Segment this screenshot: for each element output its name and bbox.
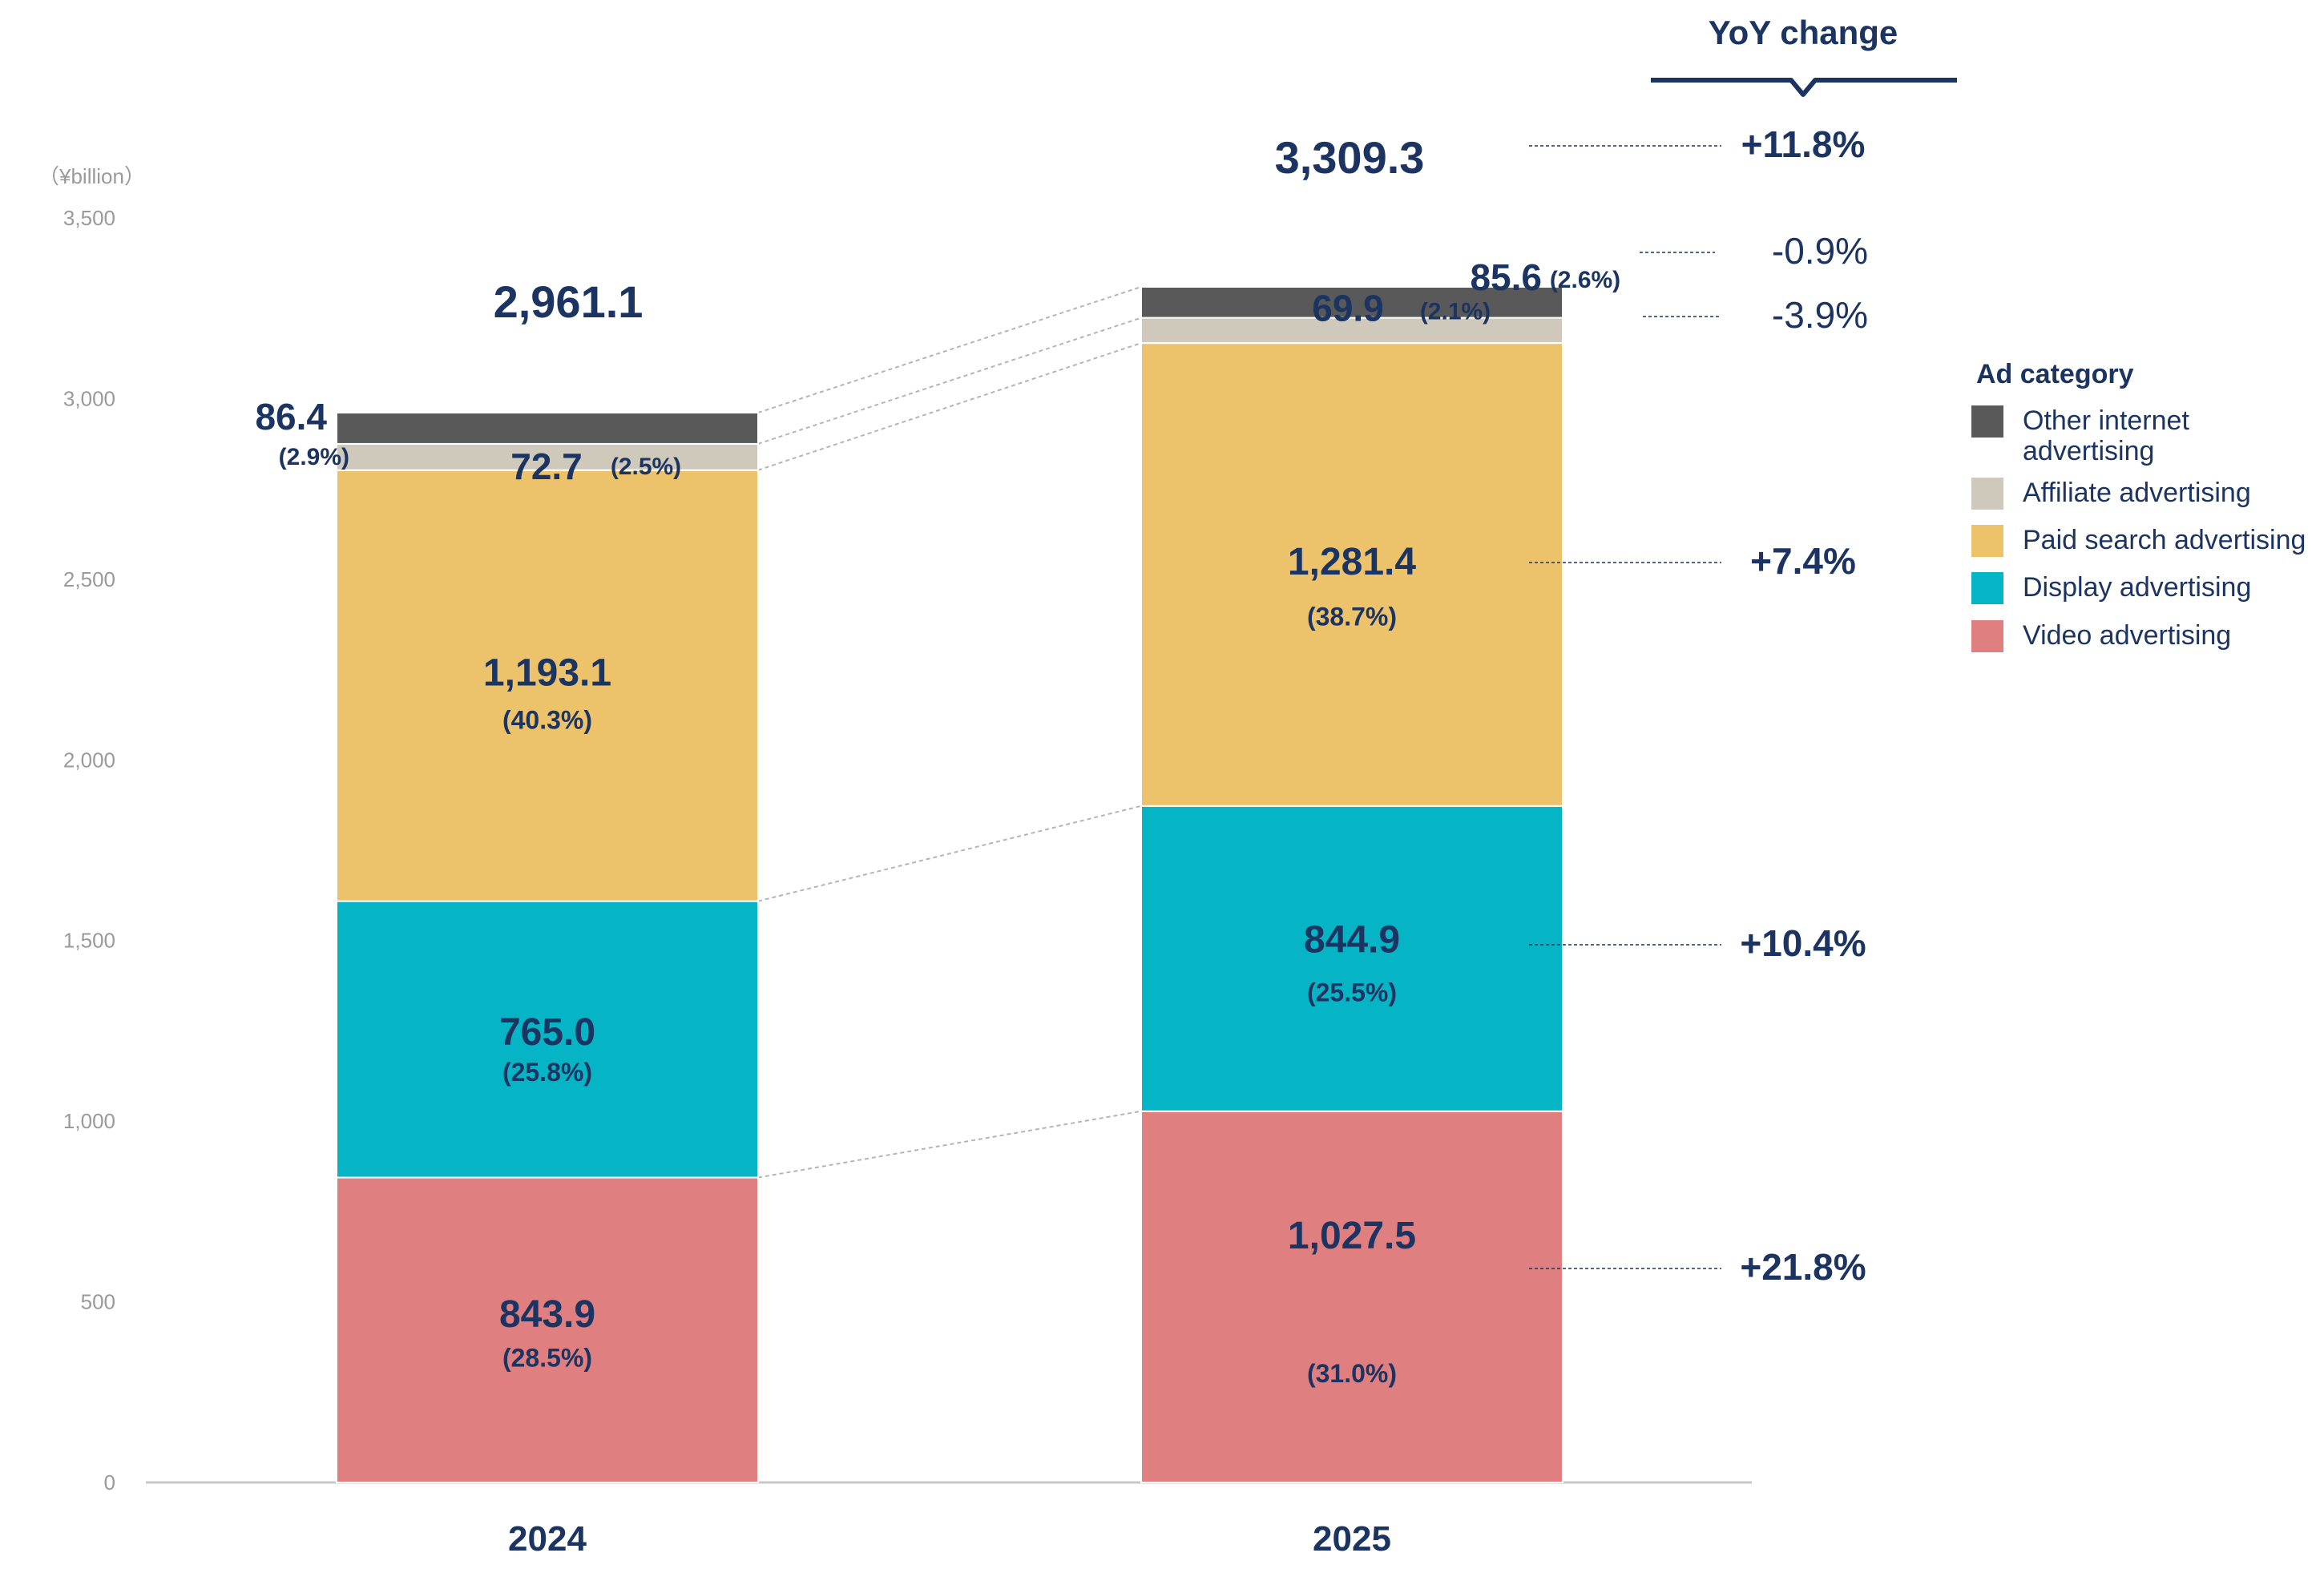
segment-share-label: (31.0%)	[1307, 1359, 1397, 1388]
segment-share-label: (40.3%)	[502, 705, 592, 734]
yoy-header-bracket	[1651, 78, 1957, 97]
legend-swatch	[1971, 525, 2003, 557]
bar-segment	[336, 1176, 759, 1483]
yoy-value: +21.8%	[1740, 1246, 1866, 1288]
yoy-value: +7.4%	[1750, 540, 1856, 582]
segment-value-label: 765.0	[499, 1011, 595, 1054]
legend-label: Display advertising	[2023, 572, 2251, 603]
segment-value-label: 844.9	[1304, 919, 1400, 962]
y-tick-label: 2,500	[63, 567, 115, 591]
yoy-value: -3.9%	[1772, 294, 1868, 336]
bar-segment	[336, 442, 759, 471]
yoy-column: YoY change +11.8% -0.9% -3.9% +7.4% +10.4% +2…	[1529, 14, 1957, 1288]
connector-line	[757, 805, 1142, 902]
y-tick-label: 1,000	[63, 1109, 115, 1133]
connector-line	[757, 342, 1142, 471]
connector-line	[757, 286, 1142, 413]
segment-share-label: (2.5%)	[611, 454, 681, 480]
legend-title: Ad category	[1976, 359, 2134, 389]
segment-share-label: (25.5%)	[1307, 978, 1397, 1007]
legend-label: advertising	[2023, 436, 2154, 466]
bar-segment	[336, 900, 759, 1179]
bar-segment	[336, 411, 759, 445]
legend-label: Other internet	[2023, 405, 2189, 436]
segment-value-label: 85.6	[1470, 256, 1542, 298]
connector-lines	[757, 286, 1142, 1179]
yoy-header: YoY change	[1709, 14, 1898, 51]
y-tick-label: 3,000	[63, 386, 115, 410]
segment-share-label: (38.7%)	[1307, 603, 1397, 631]
legend-swatch	[1971, 620, 2003, 652]
y-tick-label: 2,000	[63, 748, 115, 772]
bar-segment	[336, 469, 759, 902]
segment-share-label: (28.5%)	[502, 1343, 592, 1372]
legend-label: Video advertising	[2023, 620, 2231, 651]
segment-value-label: 72.7	[510, 446, 583, 487]
x-tick-label: 2025	[1313, 1519, 1391, 1559]
bar-segment	[1140, 285, 1563, 319]
y-tick-label: 0	[104, 1470, 115, 1494]
y-axis: 0 500 1,000 1,500 2,000 2,500 3,000 3,500	[63, 206, 115, 1494]
connector-line	[757, 1110, 1142, 1179]
legend-swatch	[1971, 405, 2003, 438]
total-label: 3,309.3	[1275, 132, 1425, 183]
segment-share-label: (2.1%)	[1420, 299, 1491, 325]
total-label: 2,961.1	[494, 276, 644, 327]
segment-share-label: (25.8%)	[502, 1058, 592, 1087]
segment-value-label: 1,027.5	[1288, 1215, 1416, 1257]
segment-share-label: (2.6%)	[1550, 267, 1620, 293]
segment-value-label: 843.9	[499, 1293, 595, 1336]
y-axis-unit-label: （¥billion）	[38, 164, 145, 188]
bar-segment	[1140, 317, 1563, 345]
yoy-value: -0.9%	[1772, 230, 1868, 272]
y-tick-label: 3,500	[63, 206, 115, 230]
bar-segment	[1140, 805, 1563, 1112]
segment-value-label: 1,281.4	[1288, 541, 1416, 583]
bar-segment	[1140, 1110, 1563, 1483]
legend-label: Paid search advertising	[2023, 525, 2306, 555]
legend-label: Affiliate advertising	[2023, 478, 2251, 508]
legend-swatch	[1971, 478, 2003, 510]
segment-value-label: 1,193.1	[483, 652, 611, 695]
connector-line	[757, 317, 1142, 445]
bar-segment	[1140, 342, 1563, 807]
segment-share-label: (2.9%)	[279, 444, 349, 470]
y-tick-label: 500	[81, 1290, 115, 1314]
legend-swatch	[1971, 572, 2003, 604]
yoy-value: +11.8%	[1741, 123, 1866, 165]
segment-value-label: 86.4	[255, 396, 327, 438]
data-labels: 843.9 (28.5%) 1,027.5 (31.0%) 765.0 (25.8%) 84…	[255, 132, 1620, 1388]
y-tick-label: 1,500	[63, 929, 115, 953]
segment-value-label: 69.9	[1312, 288, 1384, 329]
yoy-value: +10.4%	[1740, 922, 1866, 964]
x-tick-label: 2024	[508, 1519, 587, 1559]
bars: 2024 2025	[336, 285, 1563, 1559]
